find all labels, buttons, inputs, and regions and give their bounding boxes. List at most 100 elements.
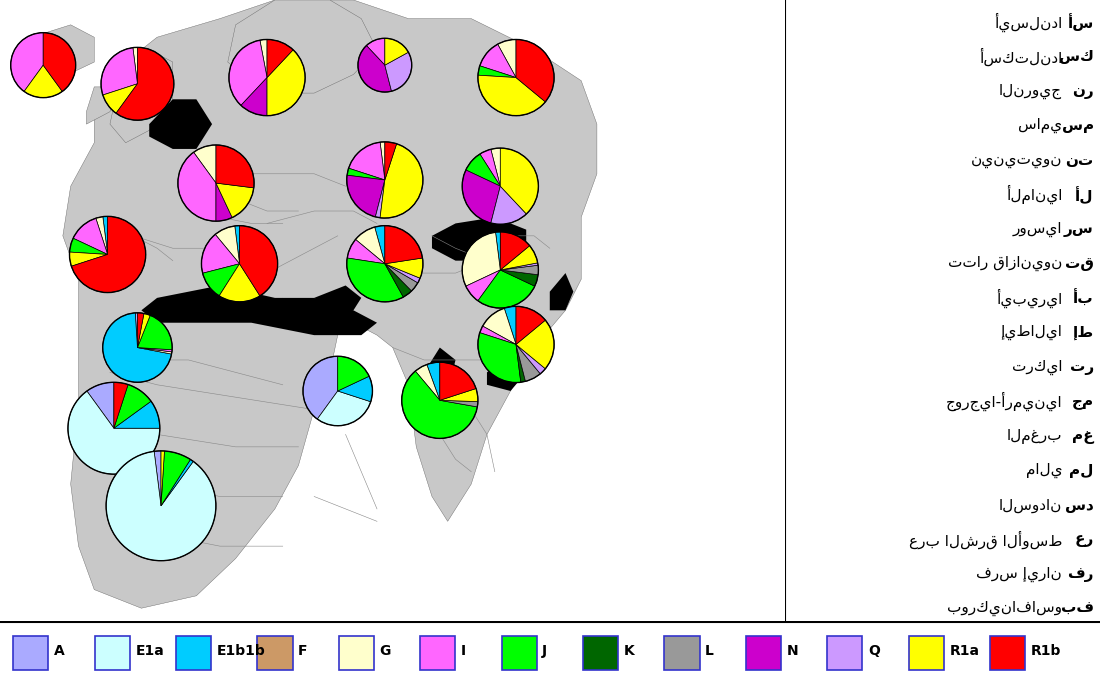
Text: تركيا: تركيا xyxy=(1012,359,1063,375)
Wedge shape xyxy=(358,46,392,92)
Wedge shape xyxy=(348,168,385,180)
Wedge shape xyxy=(72,216,145,293)
Text: سامي: سامي xyxy=(1019,118,1063,134)
Wedge shape xyxy=(138,348,172,354)
Text: أل: أل xyxy=(1075,186,1093,204)
Text: إط: إط xyxy=(1072,325,1093,340)
Wedge shape xyxy=(477,270,535,308)
Wedge shape xyxy=(478,65,516,78)
Text: سك: سك xyxy=(1058,49,1093,64)
Wedge shape xyxy=(497,40,516,78)
Wedge shape xyxy=(375,180,385,218)
Wedge shape xyxy=(102,84,138,113)
Wedge shape xyxy=(462,170,501,223)
Wedge shape xyxy=(385,38,408,65)
Polygon shape xyxy=(550,273,573,310)
Wedge shape xyxy=(500,270,538,286)
Wedge shape xyxy=(385,226,422,264)
Wedge shape xyxy=(216,226,240,264)
Text: فر: فر xyxy=(1067,567,1093,582)
Text: سم: سم xyxy=(1062,119,1093,134)
Wedge shape xyxy=(440,362,476,400)
Wedge shape xyxy=(216,183,232,221)
Wedge shape xyxy=(355,227,385,264)
Wedge shape xyxy=(161,460,194,506)
Polygon shape xyxy=(150,100,212,149)
FancyBboxPatch shape xyxy=(13,636,48,670)
Polygon shape xyxy=(228,0,377,93)
Text: إط: إط xyxy=(232,244,248,254)
Wedge shape xyxy=(69,238,108,254)
Text: تق: تق xyxy=(490,167,510,177)
Text: نت: نت xyxy=(1066,153,1093,168)
Wedge shape xyxy=(427,362,440,400)
Text: I: I xyxy=(461,644,466,658)
Wedge shape xyxy=(68,391,160,474)
Text: F: F xyxy=(298,644,308,658)
Wedge shape xyxy=(73,218,108,254)
Text: R1a: R1a xyxy=(949,644,979,658)
Wedge shape xyxy=(216,145,254,188)
Text: فرس إيران: فرس إيران xyxy=(977,567,1063,582)
Wedge shape xyxy=(161,451,165,506)
Wedge shape xyxy=(138,348,172,352)
Text: ألمانيا: ألمانيا xyxy=(1005,185,1063,205)
Polygon shape xyxy=(315,286,361,310)
Polygon shape xyxy=(110,50,173,143)
Wedge shape xyxy=(366,38,385,65)
Text: سد: سد xyxy=(346,372,367,382)
Text: المغرب: المغرب xyxy=(1006,429,1063,444)
Wedge shape xyxy=(138,314,151,348)
Text: A: A xyxy=(54,644,65,658)
Wedge shape xyxy=(483,308,516,344)
FancyBboxPatch shape xyxy=(583,636,618,670)
Wedge shape xyxy=(381,144,422,218)
Wedge shape xyxy=(440,389,477,402)
Text: L: L xyxy=(705,644,714,658)
Wedge shape xyxy=(240,226,277,296)
Text: النرويج: النرويج xyxy=(999,84,1063,99)
Wedge shape xyxy=(500,246,538,270)
FancyBboxPatch shape xyxy=(827,636,862,670)
Text: مل: مل xyxy=(1069,463,1093,478)
Text: أس: أس xyxy=(1067,14,1093,31)
Wedge shape xyxy=(477,75,546,116)
Wedge shape xyxy=(43,33,76,91)
FancyBboxPatch shape xyxy=(664,636,700,670)
Wedge shape xyxy=(338,356,370,391)
Wedge shape xyxy=(138,315,173,350)
Wedge shape xyxy=(385,142,397,180)
Wedge shape xyxy=(477,333,520,383)
Wedge shape xyxy=(385,258,422,278)
Text: أيسلندا: أيسلندا xyxy=(994,13,1063,32)
Wedge shape xyxy=(267,40,293,78)
Wedge shape xyxy=(465,154,501,186)
Text: E1a: E1a xyxy=(135,644,164,658)
Polygon shape xyxy=(432,217,526,261)
Wedge shape xyxy=(346,258,404,302)
Wedge shape xyxy=(385,264,420,283)
Wedge shape xyxy=(161,451,190,506)
Text: أل: أل xyxy=(201,162,214,175)
Wedge shape xyxy=(348,239,385,264)
Wedge shape xyxy=(500,263,538,270)
Wedge shape xyxy=(500,265,538,275)
Wedge shape xyxy=(241,78,267,116)
Text: N: N xyxy=(786,644,799,658)
Wedge shape xyxy=(516,40,554,102)
Wedge shape xyxy=(440,400,477,407)
Wedge shape xyxy=(480,44,516,78)
Text: أسكتلندا: أسكتلندا xyxy=(979,48,1063,66)
Wedge shape xyxy=(154,451,161,506)
Wedge shape xyxy=(267,50,305,116)
Wedge shape xyxy=(101,48,138,95)
Text: K: K xyxy=(624,644,635,658)
Wedge shape xyxy=(302,356,338,419)
Wedge shape xyxy=(114,383,128,428)
Polygon shape xyxy=(267,298,298,323)
Wedge shape xyxy=(500,232,530,270)
Wedge shape xyxy=(375,226,385,264)
Text: رس: رس xyxy=(374,161,396,170)
Text: بوركينافاسو: بوركينافاسو xyxy=(947,601,1063,616)
Text: عرب الشرق الأوسط: عرب الشرق الأوسط xyxy=(909,531,1063,549)
